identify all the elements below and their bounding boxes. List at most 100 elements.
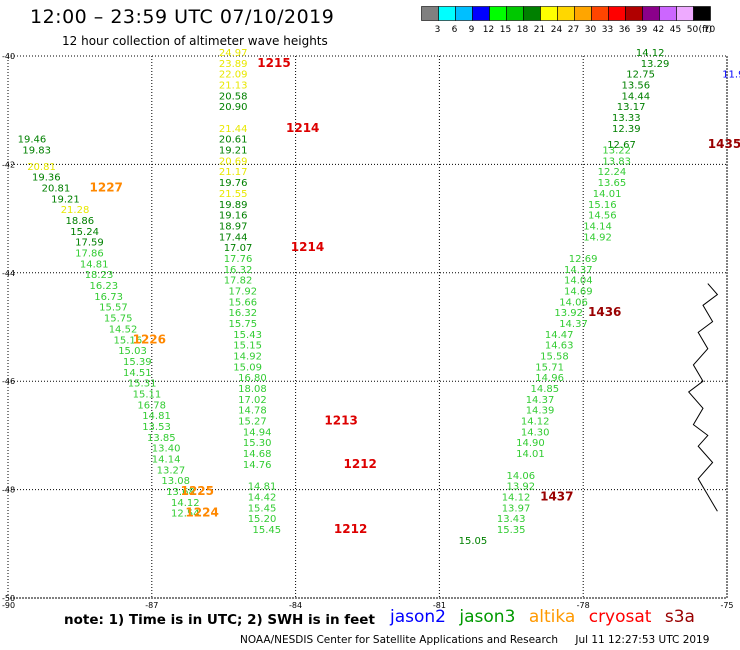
data-label-cryosat: 1212 [344,457,377,471]
data-label-jason3-light: 14.14 [583,221,612,232]
data-label-jason3-light: 18.23 [85,270,114,281]
data-label-jason3-light: 13.92 [507,482,536,493]
data-label-s3a-times: 1437 [540,489,573,503]
data-label-jason3-light: 14.94 [243,427,272,438]
data-label-altika-times: 1224 [185,506,218,520]
data-label-jason3-light: 17.82 [224,276,253,287]
data-label-altika: 22.09 [219,70,248,81]
colorbar: 3 6 9 12 15 18 21 24 27 30 33 36 39 42 45 50 70(ft) [421,6,716,35]
data-label-jason3-light: 14.56 [588,211,617,222]
data-label-jason3-light: 16.78 [137,400,166,411]
data-label-s3a-times: 1436 [588,305,621,319]
note-text: note: 1) Time is in UTC; 2) SWH is in fe… [64,612,375,628]
data-label-jason3-light: 15.20 [248,514,277,525]
colorbar-tick-label: 27 [568,25,579,35]
data-label-jason3-light: 16.32 [229,308,258,319]
x-corner-label: -90 [2,601,15,610]
data-label-altika-times: 1227 [90,181,123,195]
data-label-jason3-light: 15.75 [229,319,258,330]
colorbar-tick-label: 33 [602,25,613,35]
data-label-jason3: 20.81 [42,184,71,195]
y-tick-label: -44 [2,269,15,278]
x-tick-label: -84 [289,601,302,610]
colorbar-tick-label: 21 [534,25,545,35]
colorbar-tick-label: 9 [469,25,475,35]
chart-title: 12:00 – 23:59 UTC 07/10/2019 [30,6,335,28]
data-label-jason3: 14.44 [622,91,651,102]
data-label-cryosat: 1214 [291,240,324,254]
data-label-cryosat: 1215 [257,56,290,70]
data-label-jason3-light: 13.27 [157,465,186,476]
credit-line: NOAA/NESDIS Center for Satellite Applica… [240,634,723,646]
x-tick-label: -78 [577,601,590,610]
colorbar-tick-label: 70 [704,25,716,35]
data-label-jason3-light: 15.66 [229,297,258,308]
x-tick-label: -81 [433,601,446,610]
data-label-altika: 20.81 [27,162,56,173]
data-label-jason3-light: 17.86 [75,249,104,260]
data-label-jason3-light: 15.71 [535,362,564,373]
data-label-jason3-light: 17.76 [224,254,253,265]
data-label-jason3-light: 16.80 [238,373,267,384]
legend-item-s3a: s3a [664,607,695,627]
data-label-jason3: 19.21 [219,146,248,157]
data-label-jason3-light: 14.68 [243,449,272,460]
data-label-jason3-light: 15.16 [588,200,617,211]
data-label-jason3-light: 14.96 [535,373,564,384]
data-label-jason3: 13.56 [622,81,651,92]
data-label-jason3: 13.17 [617,102,646,113]
data-label-jason3-light: 14.06 [507,471,536,482]
chart-subtitle: 12 hour collection of altimeter wave hei… [62,34,328,48]
data-label-jason3-light: 15.31 [128,379,157,390]
data-label-jason3: 17.59 [75,238,104,249]
data-label-jason3-light: 14.76 [243,460,272,471]
data-label-s3a-times: 1435 [708,137,740,151]
data-label-jason3: 19.89 [219,200,248,211]
data-label-cryosat: 1214 [286,121,319,135]
data-label-jason3-light: 14.92 [583,232,612,243]
data-label-jason3-light: 15.45 [253,525,282,536]
data-label-jason3: 15.05 [459,536,488,547]
data-label-jason3-light: 18.08 [238,384,267,395]
data-label-jason3-light: 13.53 [142,422,171,433]
data-label-jason3-light: 14.78 [238,406,267,417]
data-label-jason3: 19.21 [51,194,80,205]
data-label-jason3-light: 14.14 [152,455,181,466]
data-label-jason3: 12.39 [612,124,641,135]
data-label-jason3-light: 14.04 [564,276,593,287]
data-label-jason3: 13.29 [641,59,670,70]
colorbar-tick-label: 36 [619,25,631,35]
data-label-jason3-light: 15.27 [238,417,267,428]
colorbar-tick-label: 30 [585,25,597,35]
data-label-jason3-light: 15.30 [243,438,272,449]
data-label-jason3-light: 15.57 [99,303,128,314]
colorbar-tick-label: 12 [483,25,494,35]
data-label-jason3-light: 13.68 [166,487,195,498]
colorbar-unit: (ft) [698,25,712,35]
y-tick-label: -48 [2,486,15,495]
colorbar-tick-label: 15 [500,25,511,35]
data-label-jason3-light: 15.39 [123,357,152,368]
data-label-jason3-light: 14.81 [142,411,171,422]
data-label-jason3-light: 13.40 [152,444,181,455]
data-label-jason3-light: 14.92 [233,352,262,363]
data-label-jason3-light: 12.54 [171,509,200,520]
data-label-jason3-light: 14.81 [248,482,277,493]
data-label-jason3: 20.58 [219,91,248,102]
colorbar-tick-label: 45 [670,25,681,35]
y-tick-label: -50 [2,594,15,603]
data-label-jason2: 11.9 [722,70,740,81]
x-tick-label: -75 [720,601,733,610]
data-label-altika: 21.55 [219,189,248,200]
colorbar-tick-label: 18 [517,25,529,35]
data-label-jason3: 18.97 [219,221,248,232]
data-label-jason3-light: 14.51 [123,368,152,379]
satellite-legend: jason2 jason3 altika cryosat s3a [390,607,703,627]
data-label-jason3: 17.44 [219,232,248,243]
data-label-jason3-light: 15.43 [233,330,262,341]
colorbar-tick-label: 6 [452,25,458,35]
data-label-jason3-light: 13.43 [497,514,526,525]
data-label-altika: 21.28 [61,205,90,216]
colorbar-tick-label: 39 [636,25,648,35]
